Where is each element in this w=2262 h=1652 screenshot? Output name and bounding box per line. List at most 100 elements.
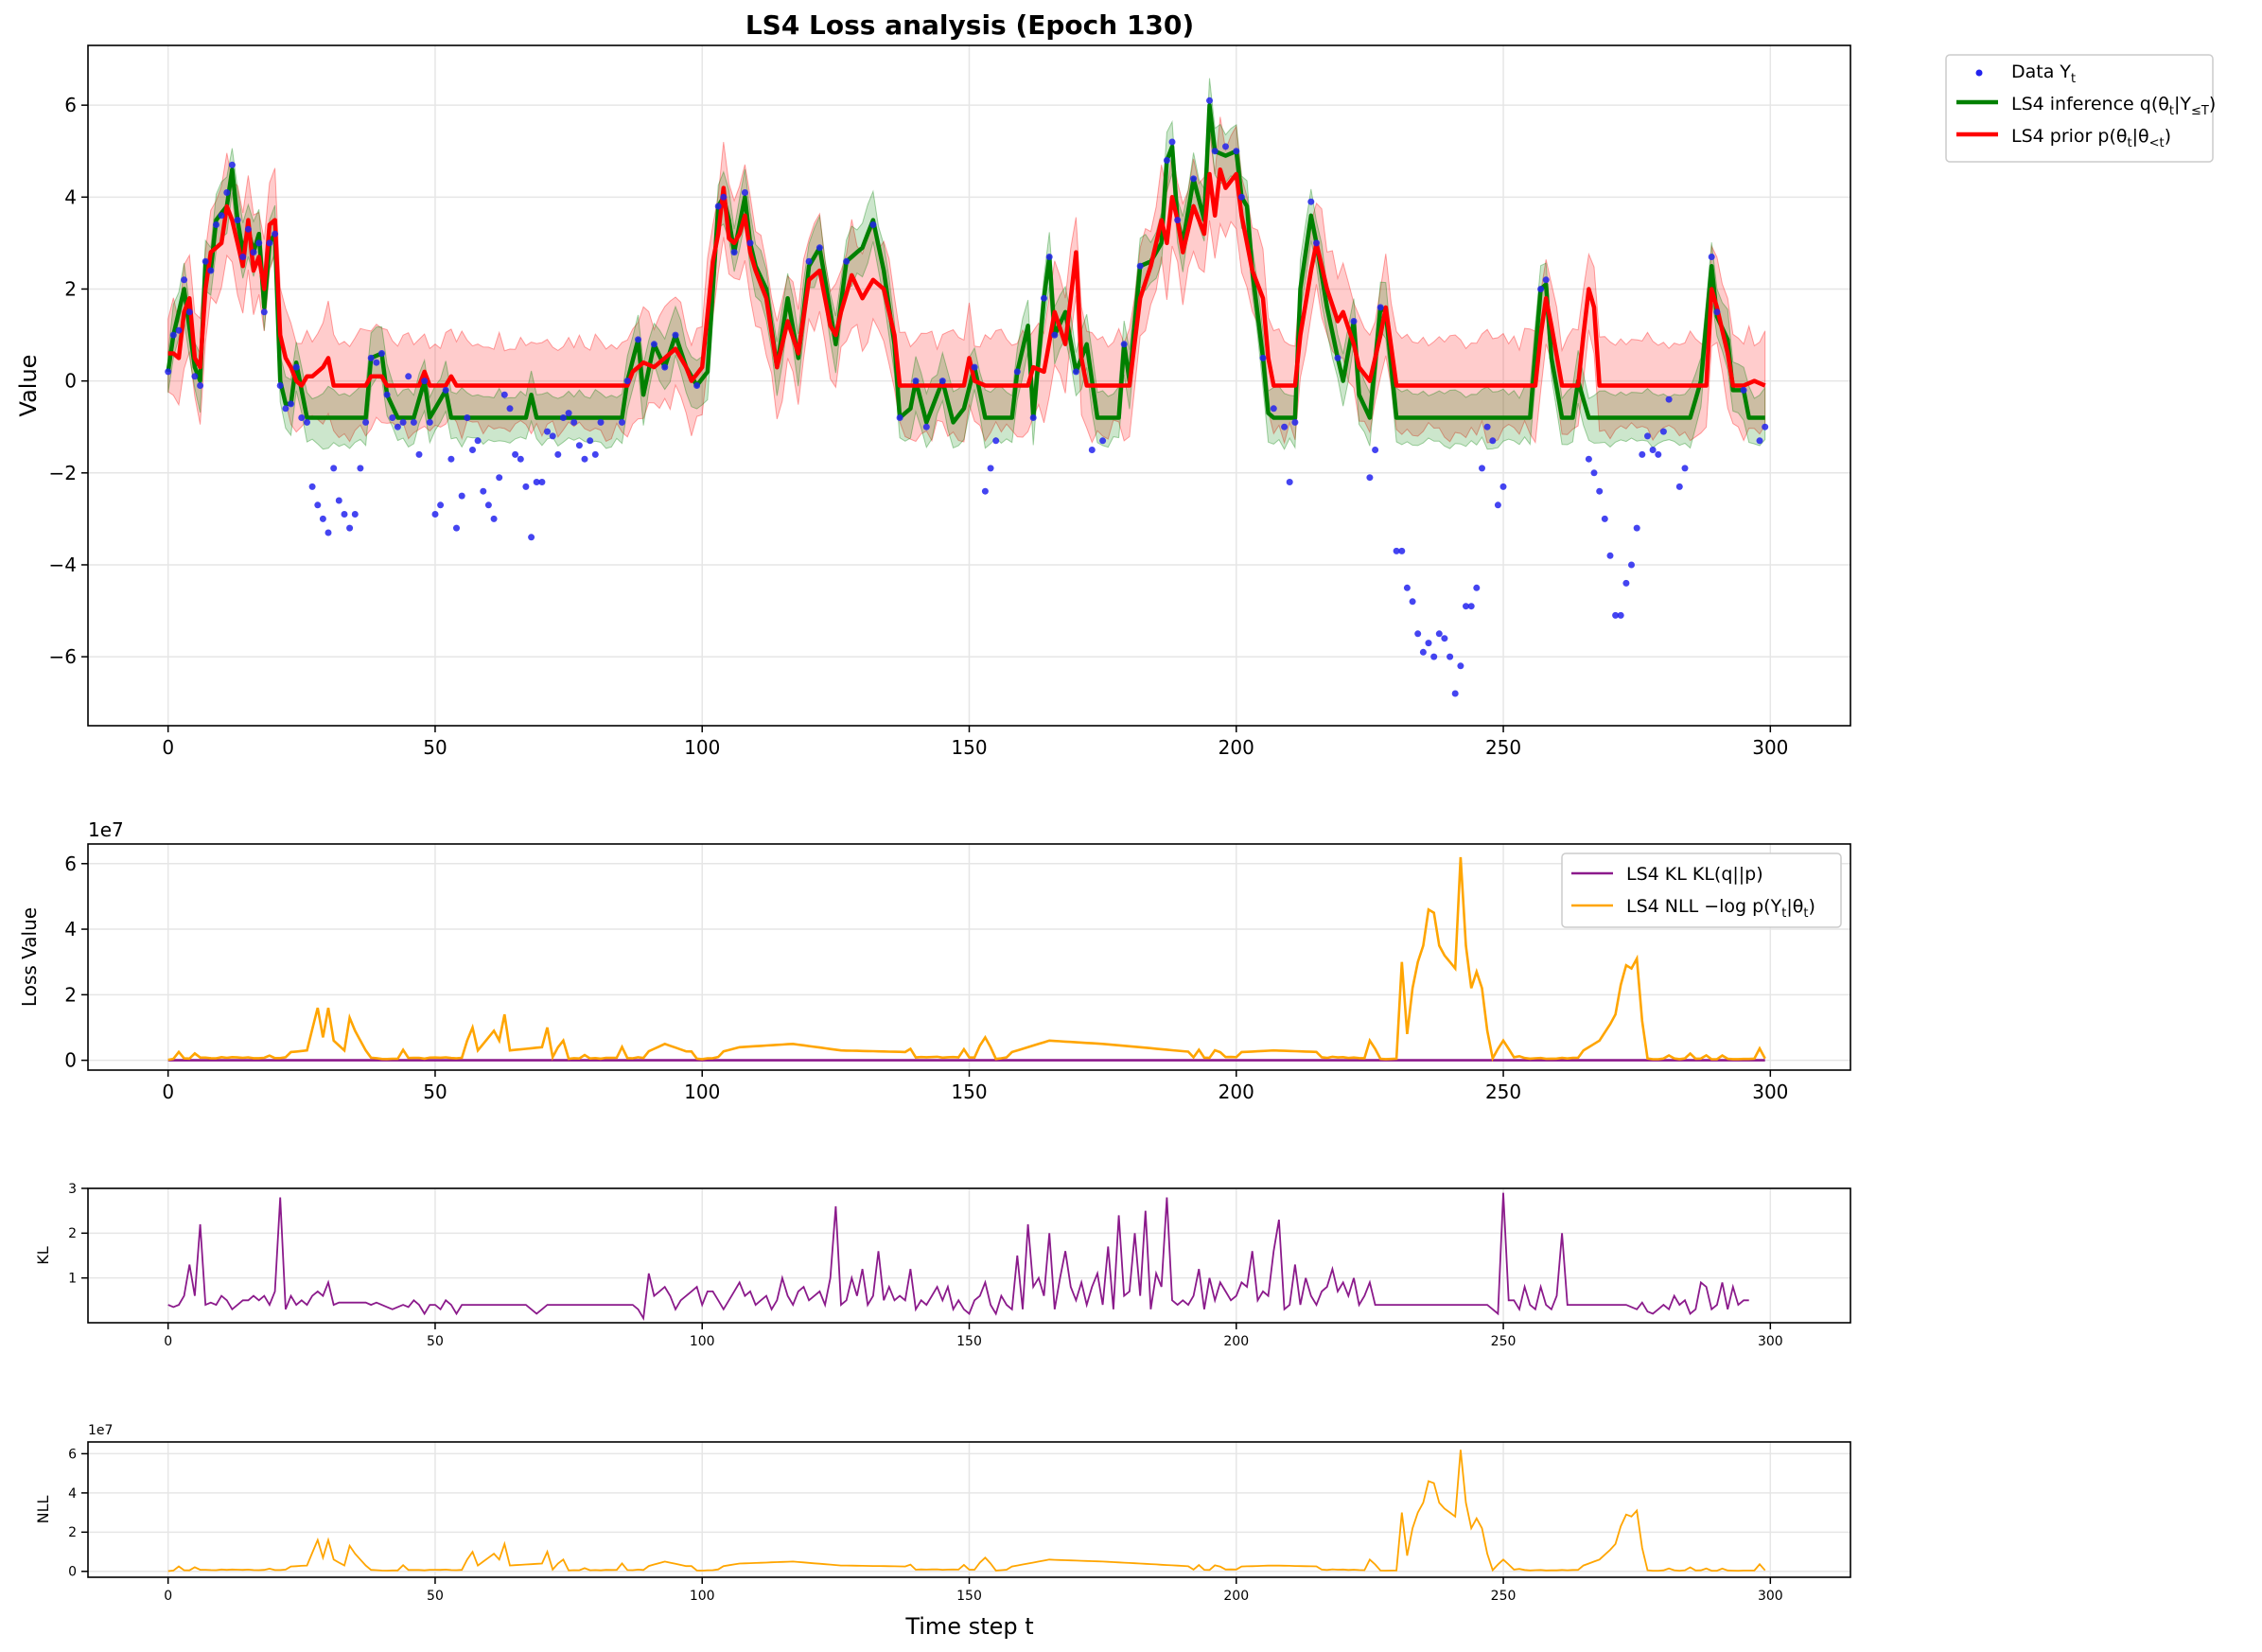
data-point	[1259, 354, 1267, 361]
y-tick-label: 2	[64, 277, 77, 300]
data-point	[357, 465, 364, 472]
axes-frame	[87, 44, 1851, 727]
data-point	[308, 483, 316, 490]
data-point	[405, 373, 412, 380]
data-point	[260, 308, 268, 316]
data-point	[351, 511, 359, 518]
data-point	[1211, 148, 1219, 155]
x-tick-label: 50	[423, 1081, 447, 1103]
loss-panel: 0 50 100 150 200 250 300 0 2 4 6 Loss Value 1e7	[18, 818, 1851, 1103]
data-point	[464, 414, 471, 421]
data-point	[1051, 331, 1059, 339]
x-tick-label: 100	[684, 1081, 720, 1103]
x-tick-label: 0	[162, 1081, 174, 1103]
x-tick-label: 300	[1752, 1081, 1788, 1103]
data-point	[1190, 175, 1198, 183]
x-tick-label: 250	[1485, 736, 1521, 759]
y-tick-label: −6	[49, 645, 77, 668]
data-point	[1617, 611, 1624, 619]
data-point	[484, 501, 492, 509]
data-point	[1013, 368, 1021, 376]
data-point	[1601, 515, 1608, 522]
x-tick-label: 0	[164, 1589, 172, 1604]
data-point	[1483, 423, 1491, 431]
data-point	[389, 414, 396, 421]
data-point	[1762, 423, 1769, 431]
data-point	[1281, 423, 1289, 431]
data-point	[619, 418, 625, 426]
data-point	[394, 423, 401, 431]
data-point	[693, 382, 701, 389]
y-tick-label: −2	[49, 462, 77, 484]
data-point	[250, 249, 257, 256]
data-point	[458, 492, 465, 500]
data-point	[282, 405, 289, 413]
x-tick-label: 250	[1491, 1589, 1517, 1604]
data-point	[500, 391, 508, 398]
data-point	[1756, 437, 1763, 445]
x-axis-label: Time step t	[904, 1613, 1033, 1640]
data-point	[730, 249, 738, 256]
data-point	[1041, 294, 1047, 302]
data-point	[1376, 304, 1384, 311]
data-point	[1590, 469, 1598, 477]
data-point	[559, 414, 567, 421]
data-point	[815, 244, 823, 252]
data-point	[442, 386, 449, 394]
data-point	[1441, 635, 1448, 642]
data-point	[1740, 386, 1747, 394]
x-tick-label: 150	[951, 736, 987, 759]
legend-marker-data	[1975, 69, 1983, 77]
y-tick-label: 2	[68, 1226, 77, 1241]
data-point	[1206, 97, 1213, 104]
data-point	[1136, 262, 1144, 270]
data-point	[1655, 450, 1662, 458]
data-point	[570, 418, 578, 426]
data-point	[591, 450, 599, 458]
data-point	[202, 257, 209, 265]
data-point	[304, 418, 310, 426]
data-point	[1233, 148, 1240, 155]
y-tick-label: 4	[68, 1486, 77, 1502]
data-point	[506, 405, 514, 413]
data-point	[1606, 552, 1614, 559]
y-tick-label: 6	[64, 852, 77, 875]
data-point	[544, 428, 551, 435]
data-point	[185, 308, 193, 316]
data-point	[987, 465, 994, 472]
x-tick-label: 50	[427, 1589, 444, 1604]
data-point	[805, 257, 813, 265]
data-point	[218, 212, 225, 220]
x-tick-label: 250	[1485, 1081, 1521, 1103]
legend-label-nll: LS4 NLL −log p(Yt|θt)	[1626, 896, 1815, 921]
data-point	[207, 267, 215, 274]
data-point	[1291, 418, 1299, 426]
data-point	[480, 487, 487, 495]
data-point	[912, 378, 920, 385]
data-point	[1713, 308, 1721, 316]
data-point	[474, 437, 482, 445]
y-axis-label: KL	[34, 1246, 52, 1264]
data-point	[922, 423, 930, 431]
data-point	[635, 336, 641, 343]
data-point	[623, 378, 631, 385]
data-point	[1029, 414, 1037, 421]
x-tick-label: 200	[1223, 1589, 1249, 1604]
data-point	[453, 524, 460, 532]
data-point	[1479, 465, 1485, 472]
data-point	[223, 189, 231, 196]
inference-line	[166, 102, 1765, 425]
data-point	[410, 418, 417, 426]
data-point	[538, 479, 546, 485]
data-point	[1489, 437, 1497, 445]
data-point	[1163, 157, 1170, 164]
axes-frame	[87, 1441, 1851, 1578]
data-point	[1286, 479, 1293, 485]
data-point	[1307, 198, 1315, 205]
axes-frame	[87, 1187, 1851, 1324]
x-tick-label: 200	[1219, 736, 1254, 759]
data-point	[421, 378, 429, 385]
data-point	[1174, 217, 1182, 224]
data-point	[1665, 395, 1673, 403]
data-point	[1596, 487, 1604, 495]
